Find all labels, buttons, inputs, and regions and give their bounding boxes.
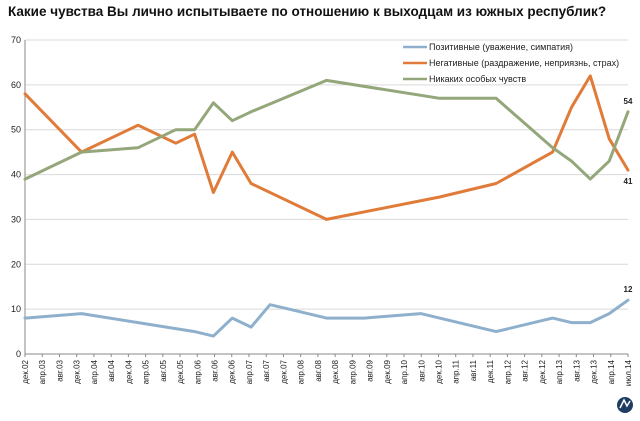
series-end-label: 41 [624, 177, 633, 186]
x-tick-label: апр.05 [142, 359, 151, 384]
y-tick-label: 0 [16, 349, 21, 359]
y-tick-label: 50 [11, 125, 21, 135]
x-tick-label: дек.11 [486, 359, 495, 383]
y-tick-label: 70 [11, 35, 21, 45]
x-tick-label: дек.03 [73, 359, 82, 383]
x-tick-label: дек.05 [176, 359, 185, 383]
y-tick-label: 40 [11, 170, 21, 180]
x-tick-label: авг.07 [262, 359, 271, 381]
x-tick-label: апр.09 [348, 359, 357, 384]
x-tick-label: дек.13 [590, 359, 599, 383]
chart-title: Какие чувства Вы лично испытываете по от… [8, 4, 607, 19]
x-tick-label: апр.03 [38, 359, 47, 384]
x-tick-label: дек.07 [279, 359, 288, 383]
x-tick-label: дек.08 [331, 359, 340, 383]
legend-entry: Никаких особых чувств [429, 74, 526, 84]
x-tick-label: авг.12 [521, 359, 530, 381]
x-tick-label: апр.12 [503, 359, 512, 384]
x-tick-label: апр.06 [193, 359, 202, 384]
legend-entry: Позитивные (уважение, симпатия) [429, 42, 573, 52]
series-line [23, 78, 630, 181]
series-end-label: 12 [624, 285, 633, 294]
x-tick-label: апр.13 [555, 359, 564, 384]
x-tick-label: авг.03 [55, 359, 64, 381]
x-tick-label: дек.02 [21, 359, 30, 383]
x-tick-label: авг.09 [366, 359, 375, 381]
x-tick-label: апр.08 [297, 359, 306, 384]
x-tick-label: апр.10 [400, 359, 409, 384]
x-tick-label: авг.04 [107, 359, 116, 381]
x-tick-label: апр.04 [90, 359, 99, 384]
x-tick-label: авг.11 [469, 359, 478, 381]
legend-entry: Негативные (раздражение, неприязнь, стра… [429, 58, 619, 68]
x-tick-label: авг.13 [572, 359, 581, 381]
x-tick-label: дек.06 [228, 359, 237, 383]
x-tick-label: авг.05 [159, 359, 168, 381]
x-tick-label: дек.04 [124, 359, 133, 383]
x-tick-label: авг.08 [314, 359, 323, 381]
y-tick-label: 10 [11, 304, 21, 314]
series-line [23, 298, 630, 338]
x-tick-label: апр.14 [607, 359, 616, 384]
x-tick-label: дек.12 [538, 359, 547, 383]
levada-logo-icon [617, 397, 633, 413]
y-tick-label: 20 [11, 259, 21, 269]
x-tick-label: июл.14 [624, 359, 633, 386]
series-line [23, 74, 630, 221]
y-tick-label: 30 [11, 214, 21, 224]
series-end-label: 54 [624, 97, 633, 106]
x-tick-label: авг.10 [417, 359, 426, 381]
x-tick-label: дек.10 [434, 359, 443, 383]
x-tick-label: авг.06 [211, 359, 220, 381]
x-tick-label: дек.09 [383, 359, 392, 383]
x-tick-label: апр.07 [245, 359, 254, 384]
x-tick-label: апр.11 [452, 359, 461, 383]
y-tick-label: 60 [11, 80, 21, 90]
